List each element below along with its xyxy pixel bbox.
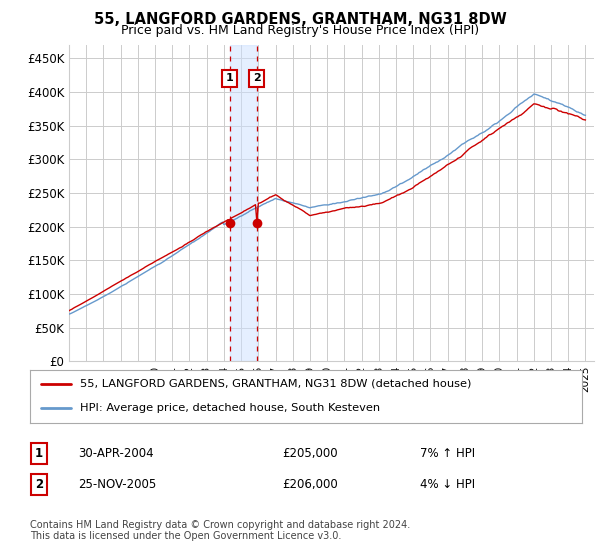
Text: 1: 1 [35, 447, 43, 460]
Text: HPI: Average price, detached house, South Kesteven: HPI: Average price, detached house, Sout… [80, 403, 380, 413]
Text: 1: 1 [226, 73, 233, 83]
Text: 2: 2 [253, 73, 260, 83]
Text: 55, LANGFORD GARDENS, GRANTHAM, NG31 8DW (detached house): 55, LANGFORD GARDENS, GRANTHAM, NG31 8DW… [80, 379, 471, 389]
Text: 7% ↑ HPI: 7% ↑ HPI [420, 447, 475, 460]
Text: £205,000: £205,000 [282, 447, 338, 460]
Text: 4% ↓ HPI: 4% ↓ HPI [420, 478, 475, 491]
Text: 2: 2 [35, 478, 43, 491]
Text: £206,000: £206,000 [282, 478, 338, 491]
Text: 30-APR-2004: 30-APR-2004 [78, 447, 154, 460]
Bar [230, 45, 257, 361]
Text: Contains HM Land Registry data © Crown copyright and database right 2024.
This d: Contains HM Land Registry data © Crown c… [30, 520, 410, 542]
Text: Price paid vs. HM Land Registry's House Price Index (HPI): Price paid vs. HM Land Registry's House … [121, 24, 479, 36]
Text: 25-NOV-2005: 25-NOV-2005 [78, 478, 156, 491]
Text: 55, LANGFORD GARDENS, GRANTHAM, NG31 8DW: 55, LANGFORD GARDENS, GRANTHAM, NG31 8DW [94, 12, 506, 27]
